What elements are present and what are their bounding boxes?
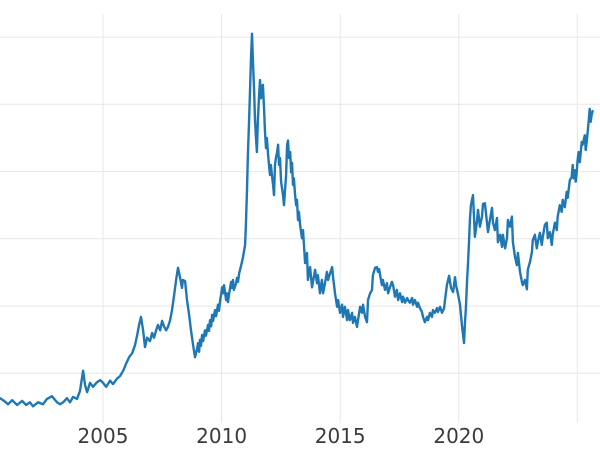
- price-line-series: [0, 32, 594, 408]
- x-tick-label-2005: 2005: [78, 424, 129, 448]
- x-tick-label-2020: 2020: [433, 424, 484, 448]
- x-tick-label-2015: 2015: [315, 424, 366, 448]
- x-tick-label-2010: 2010: [196, 424, 247, 448]
